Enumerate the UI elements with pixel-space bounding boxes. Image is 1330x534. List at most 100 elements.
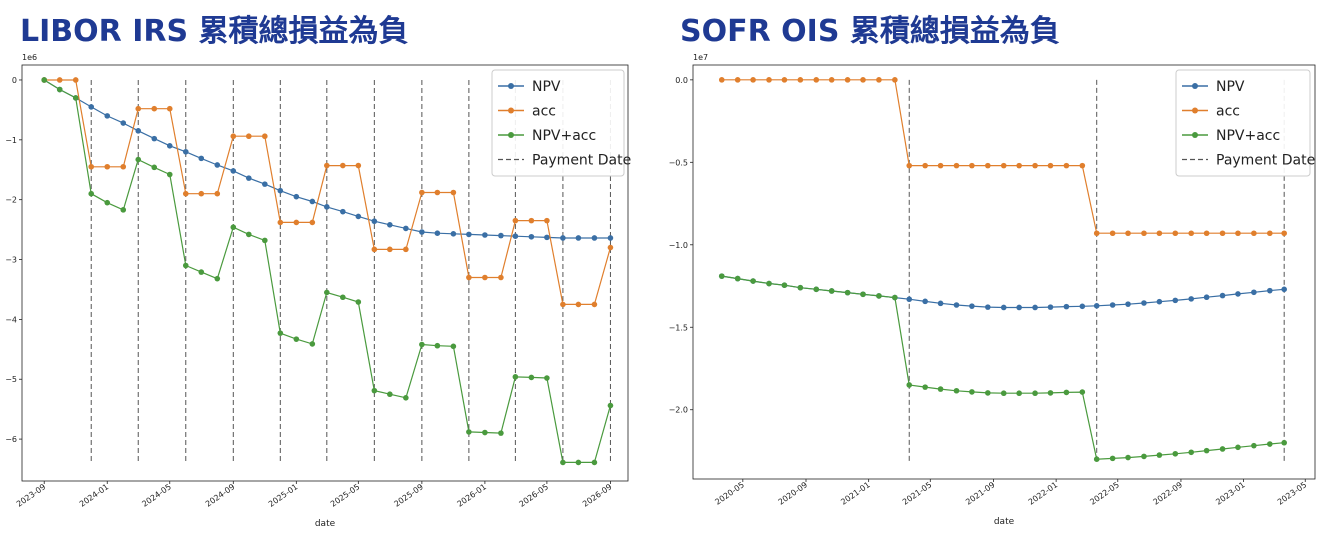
data-point-acc — [1063, 162, 1070, 169]
data-point-npv — [1093, 303, 1100, 309]
data-point-npv-acc — [953, 387, 960, 394]
data-point-npv — [969, 303, 975, 309]
data-point-npv — [262, 181, 268, 187]
data-point-acc — [528, 217, 535, 224]
data-point-npv — [1156, 298, 1163, 305]
data-point-npv-acc — [1235, 444, 1241, 451]
x-tick-label: 2023-01 — [1214, 480, 1247, 507]
data-point-npv — [230, 168, 237, 174]
x-tick-label: 2024-05 — [140, 482, 173, 509]
data-point-npv — [607, 235, 614, 241]
data-point-npv-acc — [560, 459, 566, 466]
data-point-npv-acc — [906, 382, 913, 388]
data-point-npv-acc — [371, 387, 378, 394]
data-point-acc — [718, 77, 725, 83]
data-point-acc — [922, 162, 928, 169]
data-point-acc — [560, 301, 566, 308]
data-point-npv-acc — [104, 199, 111, 206]
legend-label: Payment Date — [1216, 153, 1315, 169]
data-point-npv — [1281, 286, 1287, 293]
data-point-acc — [72, 77, 79, 83]
data-point-npv-acc — [450, 343, 457, 350]
data-point-npv-acc — [781, 282, 788, 288]
data-point-acc — [544, 217, 550, 224]
data-point-npv-acc — [1251, 442, 1257, 449]
data-point-acc — [1125, 230, 1131, 237]
data-point-npv-acc — [1063, 389, 1070, 396]
data-point-acc — [309, 219, 316, 226]
data-point-acc — [1016, 162, 1022, 169]
data-point-acc — [844, 77, 851, 83]
data-point-acc — [797, 77, 804, 83]
data-point-acc — [937, 162, 944, 169]
data-point-npv-acc — [355, 299, 362, 305]
data-point-npv-acc — [1109, 455, 1116, 462]
data-point-npv-acc — [72, 95, 79, 101]
x-tick-label: 2023-09 — [15, 482, 48, 509]
data-point-npv-acc — [1203, 447, 1210, 454]
data-point-npv-acc — [969, 389, 975, 395]
data-point-npv — [1251, 289, 1257, 296]
data-point-npv — [309, 198, 316, 205]
x-tick-label: 2025-05 — [329, 482, 362, 509]
data-point-npv — [88, 104, 95, 110]
data-point-npv-acc — [419, 341, 425, 348]
data-point-npv — [135, 128, 142, 134]
y-tick-label: −5 — [5, 375, 17, 384]
plot-frame — [692, 64, 1316, 480]
data-point-acc — [813, 77, 820, 83]
data-point-npv — [985, 304, 991, 310]
data-point-npv — [906, 296, 913, 303]
data-point-npv-acc — [214, 275, 221, 282]
data-point-npv-acc — [1047, 390, 1054, 396]
data-point-npv — [214, 162, 221, 168]
legend-label: Payment Date — [532, 153, 631, 169]
data-point-npv — [1063, 303, 1070, 310]
data-point-acc — [1281, 230, 1287, 237]
data-point-acc — [607, 244, 614, 251]
legend: NPV acc NPV+acc Payment Date — [1175, 69, 1315, 177]
y-tick-label: −0.5 — [669, 158, 688, 167]
data-point-acc — [1141, 230, 1147, 237]
data-point-npv-acc — [340, 294, 346, 301]
data-point-npv-acc — [844, 289, 851, 296]
data-point-npv — [498, 232, 504, 239]
data-point-acc — [482, 274, 488, 281]
data-point-npv — [466, 231, 472, 238]
data-point-acc — [1251, 230, 1257, 237]
data-point-npv-acc — [750, 278, 756, 284]
series-line-npv — [721, 275, 1285, 309]
data-point-npv-acc — [1156, 452, 1163, 458]
x-tick-label: 2026-09 — [581, 482, 614, 509]
legend-label: acc — [532, 104, 556, 120]
data-point-acc — [466, 274, 472, 281]
data-point-npv-acc — [198, 269, 205, 275]
x-tick-label: 2022-09 — [1152, 480, 1185, 507]
data-point-acc — [403, 246, 409, 253]
legend-swatch-marker — [508, 132, 514, 138]
data-point-acc — [1235, 230, 1241, 237]
data-point-npv — [340, 208, 346, 215]
data-point-npv — [1188, 296, 1195, 302]
data-point-npv-acc — [892, 294, 898, 301]
data-point-npv — [1079, 303, 1086, 310]
data-point-npv-acc — [1016, 390, 1022, 397]
data-point-npv — [245, 175, 252, 181]
data-point-npv — [166, 143, 173, 149]
data-point-acc — [434, 189, 441, 196]
data-point-acc — [56, 77, 63, 83]
data-point-npv-acc — [387, 391, 393, 398]
data-point-npv-acc — [324, 289, 330, 296]
data-point-npv-acc — [937, 386, 944, 392]
data-point-npv-acc — [88, 190, 95, 197]
x-tick-label: 2020-09 — [777, 480, 810, 507]
x-tick-label: 2021-01 — [839, 480, 872, 507]
data-point-npv — [953, 302, 960, 308]
data-point-npv-acc — [245, 231, 252, 238]
data-point-npv — [482, 232, 488, 238]
legend: NPV acc NPV+acc Payment Date — [491, 69, 631, 177]
data-point-acc — [1047, 162, 1054, 169]
data-point-npv-acc — [1000, 390, 1007, 397]
data-point-npv — [1047, 304, 1054, 310]
data-point-acc — [355, 162, 362, 169]
